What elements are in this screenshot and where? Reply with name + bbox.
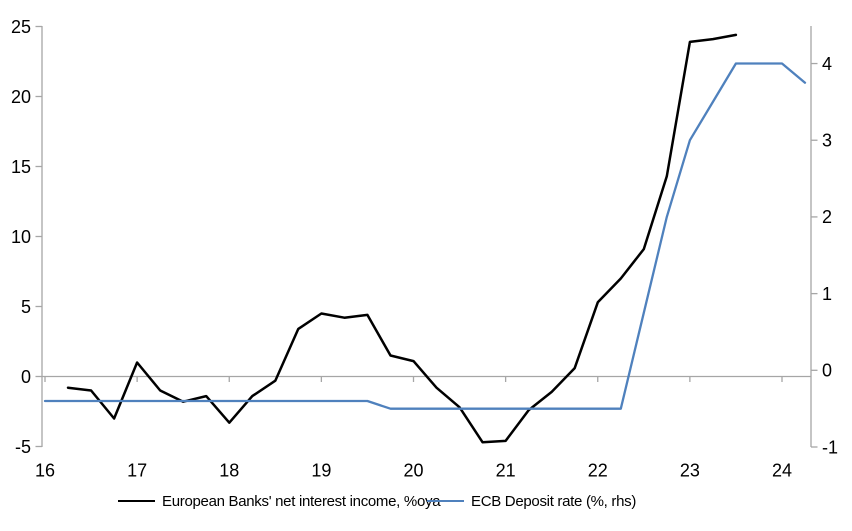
x-axis-tick-label: 17 — [127, 460, 147, 480]
y-right-tick-label: 1 — [822, 284, 832, 304]
y-left-tick-label: 25 — [11, 17, 31, 37]
y-left-tick-label: 0 — [21, 367, 31, 387]
y-right-tick-label: 4 — [822, 54, 832, 74]
x-axis-tick-label: 16 — [35, 460, 55, 480]
legend-label-ecb: ECB Deposit rate (%, rhs) — [471, 492, 637, 510]
x-axis-tick-label: 22 — [588, 460, 608, 480]
y-right-tick-label: 2 — [822, 207, 832, 227]
x-axis-tick-label: 19 — [311, 460, 331, 480]
legend-label-nii: European Banks' net interest income, %oy… — [162, 492, 441, 510]
y-left-tick-label: 5 — [21, 297, 31, 317]
y-left-tick-label: 15 — [11, 157, 31, 177]
y-left-tick-label: 10 — [11, 227, 31, 247]
series-line-ecb — [43, 62, 807, 410]
y-left-tick-label: 20 — [11, 87, 31, 107]
y-right-tick-label: 3 — [822, 131, 832, 151]
x-axis-tick-label: 23 — [680, 460, 700, 480]
y-left-tick-label: -5 — [15, 437, 31, 457]
x-axis-tick-label: 24 — [772, 460, 792, 480]
legend-item-ecb: ECB Deposit rate (%, rhs) — [427, 492, 636, 510]
x-axis-tick-label: 20 — [403, 460, 423, 480]
x-axis-tick-label: 21 — [496, 460, 516, 480]
legend-line-black — [118, 500, 155, 502]
x-axis-tick-label: 18 — [219, 460, 239, 480]
legend-line-blue — [427, 500, 464, 502]
y-right-tick-label: -1 — [822, 437, 838, 457]
y-right-tick-label: 0 — [822, 361, 832, 381]
series-line-nii — [66, 33, 738, 444]
legend-item-nii: European Banks' net interest income, %oy… — [118, 492, 441, 510]
